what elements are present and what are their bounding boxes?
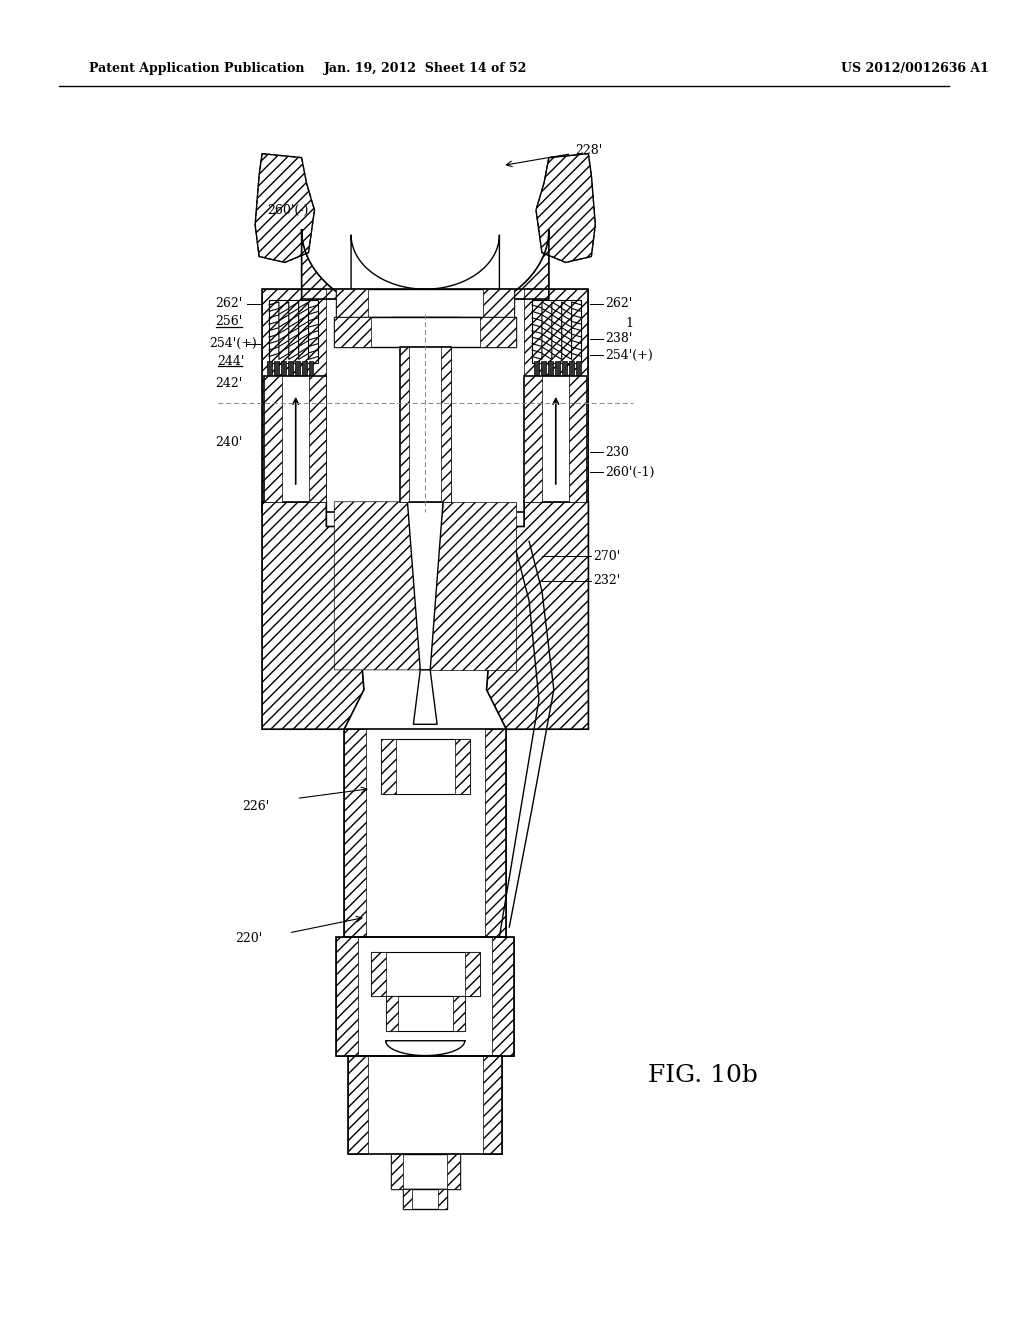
Bar [348,1056,503,1155]
Bar [336,937,514,1056]
Bar [264,376,327,502]
Bar [399,347,451,502]
Text: 232': 232' [593,574,621,587]
Polygon shape [386,997,397,1031]
Bar [535,362,539,375]
Polygon shape [255,153,314,263]
Polygon shape [381,739,395,793]
Polygon shape [371,952,386,997]
Text: 262': 262' [605,297,633,310]
Polygon shape [443,317,460,337]
Bar [288,362,293,375]
Polygon shape [524,289,589,512]
Polygon shape [568,376,587,502]
Polygon shape [482,1056,503,1155]
Polygon shape [403,1189,413,1209]
Polygon shape [399,347,410,502]
Text: 254'(+): 254'(+) [605,348,653,362]
Bar [562,362,566,375]
Text: Jan. 19, 2012  Sheet 14 of 52: Jan. 19, 2012 Sheet 14 of 52 [324,62,527,75]
Bar [541,362,546,375]
Text: 238': 238' [605,333,633,345]
Text: FIG. 10b: FIG. 10b [648,1064,758,1086]
Polygon shape [536,153,595,263]
Bar [302,362,306,375]
Text: Patent Application Publication: Patent Application Publication [89,62,304,75]
Bar [548,362,553,375]
Bar [524,376,587,502]
Bar [295,362,300,375]
Text: 260'(-1): 260'(-1) [605,466,654,479]
Bar [386,997,465,1031]
Bar [555,362,560,375]
Polygon shape [334,317,371,347]
Polygon shape [453,997,465,1031]
Polygon shape [390,1155,403,1189]
Bar [269,300,318,363]
Polygon shape [447,1155,460,1189]
Polygon shape [493,937,514,1056]
Text: 262': 262' [216,297,243,310]
Polygon shape [479,317,516,347]
Polygon shape [484,729,506,937]
Bar [334,317,516,347]
Polygon shape [334,502,425,669]
Bar [262,289,589,512]
Polygon shape [264,376,282,502]
Text: 1: 1 [625,317,633,330]
Bar [575,362,581,375]
Text: 242': 242' [216,376,243,389]
Bar [532,300,582,363]
Bar [390,317,460,337]
Bar [308,362,313,375]
Text: 260'(-): 260'(-) [267,203,308,216]
Text: 254'(+): 254'(+) [210,337,257,350]
Polygon shape [455,739,470,793]
Polygon shape [344,729,366,937]
Polygon shape [308,376,327,502]
Text: 240': 240' [216,436,243,449]
Polygon shape [524,376,542,502]
Polygon shape [425,502,516,669]
Polygon shape [262,502,364,729]
Text: 256': 256' [216,315,243,329]
Polygon shape [262,289,327,512]
Bar [267,362,272,375]
Text: US 2012/0012636 A1: US 2012/0012636 A1 [841,62,988,75]
Polygon shape [390,317,408,337]
Polygon shape [441,347,451,502]
Text: 244': 244' [217,355,245,368]
Polygon shape [408,502,443,669]
Bar [274,362,279,375]
Text: 270': 270' [593,549,621,562]
Text: 230: 230 [605,446,629,459]
Polygon shape [302,230,549,319]
Polygon shape [348,1056,368,1155]
Bar [568,362,573,375]
Polygon shape [336,937,358,1056]
Polygon shape [336,289,368,317]
Bar [371,952,479,997]
Text: 220': 220' [236,932,262,945]
Bar [281,362,286,375]
Text: 226': 226' [243,800,269,813]
Polygon shape [438,1189,447,1209]
Text: 228': 228' [575,144,603,157]
Bar [403,1189,447,1209]
Bar [344,729,506,937]
Polygon shape [486,502,589,729]
Bar [390,1155,460,1189]
Bar [381,739,470,793]
Polygon shape [414,669,437,725]
Polygon shape [482,289,514,317]
Polygon shape [351,235,500,300]
Polygon shape [465,952,479,997]
Bar [336,289,514,317]
